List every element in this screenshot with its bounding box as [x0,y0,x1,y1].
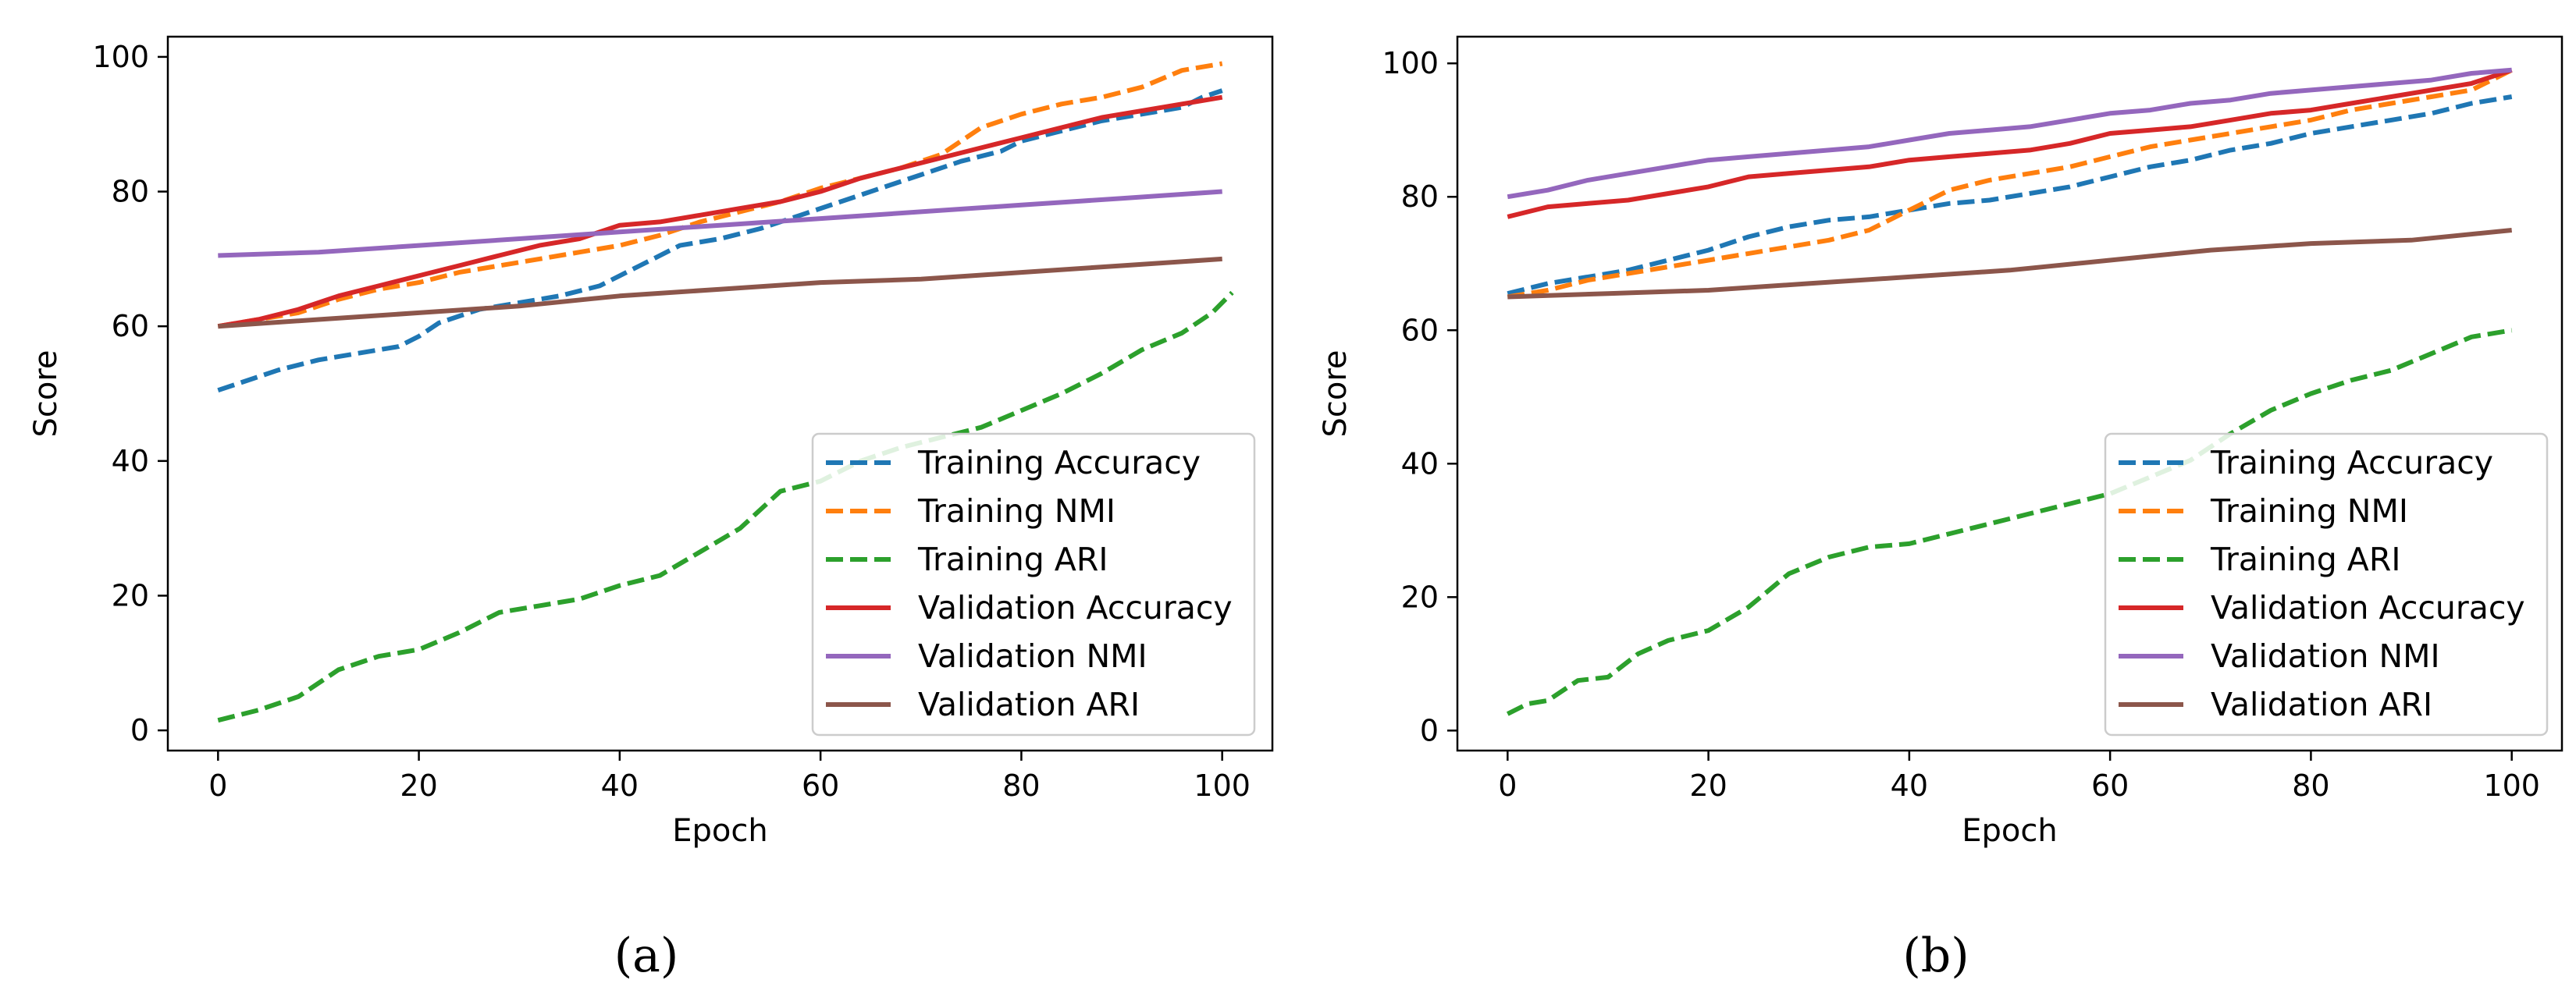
x-tick-label: 80 [2292,769,2329,803]
series-group [217,61,1234,723]
legend: Training Accuracy Training NMI Training AR… [811,432,1256,737]
y-tick-label: 80 [1401,179,1439,214]
series-line-validation-ari [1507,228,2512,300]
series-line-training-ari [1506,328,2513,716]
x-tick-label: 40 [1891,769,1928,803]
legend-label: Validation Accuracy [2211,589,2525,627]
x-tick-label: 100 [2483,769,2540,803]
axes-frame [166,35,1274,752]
y-tick-label: 100 [92,40,149,74]
legend-label: Training ARI [2210,541,2400,578]
x-axis-label: Epoch [672,813,767,849]
y-tick-label: 100 [1382,46,1439,80]
legend-box [811,432,1256,737]
series-line-validation-accuracy [217,94,1223,329]
y-tick-label: 0 [1420,713,1439,747]
panel-caption: (a) [614,928,679,983]
x-tick-label: 20 [400,769,437,803]
legend-label: Training ARI [917,541,1108,578]
series-line-validation-accuracy [1507,67,2513,219]
series-group [1506,67,2514,716]
y-axis-label: Score [1318,350,1354,437]
y-tick-label: 0 [130,713,149,747]
x-axis-label: Epoch [1962,813,2057,849]
series-line-training-nmi [217,61,1223,329]
y-tick-label: 60 [112,309,149,343]
y-tick-label: 80 [112,175,149,209]
x-tick-label: 0 [208,769,227,803]
x-tick-label: 60 [802,769,839,803]
legend-label: Validation NMI [918,637,1147,675]
y-axis-label: Score [28,350,64,437]
y-tick-label: 40 [112,444,149,478]
y-tick-label: 40 [1401,446,1439,481]
series-line-training-accuracy [1507,94,2513,296]
chart-panel-a: 0 20 40 60 80 100 0 20 40 60 80 100 Epoch Score Traini… [28,35,1274,983]
legend-label: Training Accuracy [917,444,1201,481]
legend-label: Training Accuracy [2210,444,2493,481]
x-tick-label: 60 [2091,769,2129,803]
legend-label: Validation NMI [2211,637,2440,675]
legend-label: Training NMI [917,492,1115,530]
series-line-training-nmi [1507,68,2514,300]
x-tick-label: 100 [1194,769,1251,803]
panel-caption: (b) [1902,928,1969,983]
axes-frame [1456,35,2564,752]
y-tick-label: 20 [1401,580,1439,614]
legend-label: Validation ARI [918,686,1140,723]
y-tick-label: 20 [112,578,149,612]
series-line-training-accuracy [217,88,1223,393]
x-tick-label: 20 [1689,769,1727,803]
x-tick-label: 40 [601,769,639,803]
chart-panel-b: 0 20 40 60 80 100 0 20 40 60 80 100 Epoch Score Traini… [1318,35,2564,983]
x-tick-label: 80 [1002,769,1040,803]
series-line-validation-nmi [1507,67,2512,200]
legend-label: Training NMI [2210,492,2408,530]
series-line-validation-nmi [218,189,1222,258]
legend-box [2104,432,2549,737]
legend-label: Validation Accuracy [918,589,1233,627]
series-line-training-ari [217,290,1234,723]
legend-label: Validation ARI [2211,686,2432,723]
series-line-validation-ari [218,256,1222,329]
y-tick-label: 60 [1401,313,1439,347]
x-tick-label: 0 [1498,769,1517,803]
legend: Training Accuracy Training NMI Training AR… [2104,432,2549,737]
